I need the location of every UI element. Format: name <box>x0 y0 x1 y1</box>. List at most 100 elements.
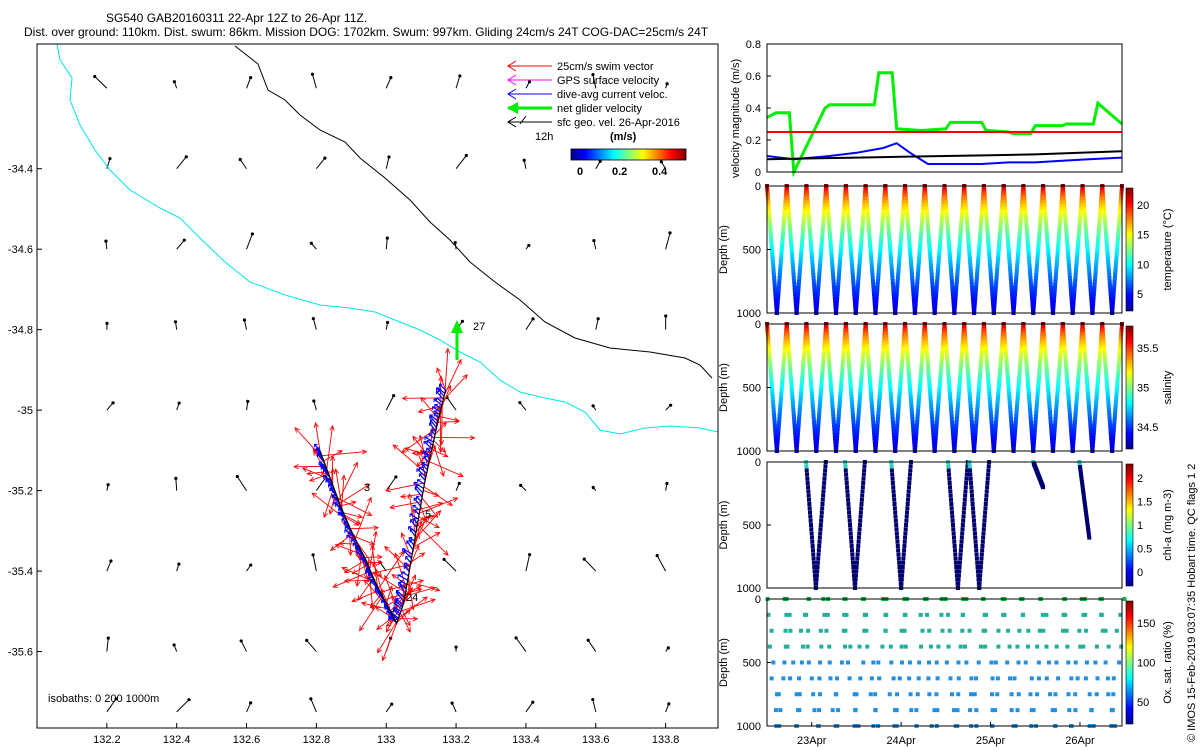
profile-point <box>1105 253 1110 258</box>
profile-point <box>1042 334 1047 339</box>
profile-point <box>856 539 861 544</box>
profile-point <box>1055 250 1060 255</box>
profile-point <box>852 291 857 296</box>
profile-point <box>906 225 911 230</box>
profile-point <box>954 288 959 293</box>
profile-point <box>1088 420 1093 425</box>
profile-point <box>971 436 976 441</box>
profile-point <box>939 366 944 371</box>
profile-point <box>954 417 959 422</box>
dac-vector-head <box>395 598 399 602</box>
profile-point <box>872 433 877 438</box>
profile-point <box>998 228 1003 233</box>
profile-point <box>955 276 960 281</box>
profile-point <box>811 692 816 697</box>
swim-vector <box>396 609 411 623</box>
profile-point <box>766 337 771 342</box>
profile-point <box>1085 388 1090 393</box>
dac-vector-head <box>365 568 370 572</box>
profile-point <box>786 344 791 349</box>
profile-point <box>1030 298 1035 303</box>
profile-point <box>877 676 882 681</box>
profile-point <box>844 612 849 617</box>
profile-point <box>1085 250 1090 255</box>
profile-point <box>1098 344 1103 349</box>
profile-point <box>942 187 947 192</box>
profile-point <box>880 215 885 220</box>
profile-point <box>918 382 923 387</box>
profile-point <box>774 307 779 312</box>
profile-point <box>949 506 954 511</box>
profile-point <box>889 407 894 412</box>
swim-vector <box>371 564 410 575</box>
profile-point <box>941 203 946 208</box>
profile-point <box>961 518 966 523</box>
profile-point <box>970 426 975 431</box>
profile-point <box>899 363 904 368</box>
profile-point <box>1064 366 1069 371</box>
profile-point <box>1114 257 1119 262</box>
profile-point <box>786 209 791 214</box>
dac-vector <box>346 534 357 542</box>
profile-point <box>1098 206 1103 211</box>
profile-point <box>1101 203 1106 208</box>
profile-point <box>792 282 797 287</box>
profile-point <box>948 395 953 400</box>
profile-point <box>1105 257 1110 262</box>
profile-point <box>835 288 840 293</box>
profile-point <box>955 414 960 419</box>
profile-point <box>846 353 851 358</box>
profile-point <box>828 375 833 380</box>
dac-vector <box>329 487 338 497</box>
profile-point <box>810 404 815 409</box>
profile-point <box>766 612 771 617</box>
profile-point <box>1056 375 1061 380</box>
profile-point <box>1045 379 1050 384</box>
profile-point <box>1039 199 1044 204</box>
profile-point <box>935 414 940 419</box>
geo-vector-head <box>239 639 243 643</box>
profile-point <box>944 353 949 358</box>
profile-point <box>840 366 845 371</box>
profile-point <box>812 426 817 431</box>
profile-point <box>904 344 909 349</box>
profile-point <box>1003 203 1008 208</box>
profile-point <box>986 385 991 390</box>
profile-point <box>1109 439 1114 444</box>
profile-point <box>890 417 895 422</box>
profile-point <box>1096 372 1101 377</box>
profile-point <box>1095 241 1100 246</box>
profile-point <box>848 527 853 532</box>
profile-point <box>915 414 920 419</box>
profile-point <box>909 407 914 412</box>
swim-vector-head <box>434 586 441 592</box>
swim-vector-head <box>377 647 383 654</box>
profile-point <box>957 379 962 384</box>
profile-point <box>1036 379 1041 384</box>
profile-point <box>882 199 887 204</box>
profile-point <box>911 288 916 293</box>
geo-vector-head <box>664 314 668 318</box>
profile-point <box>938 372 943 377</box>
profile-point <box>812 423 817 428</box>
profile-point <box>1104 234 1109 239</box>
profile-point <box>963 341 968 346</box>
profile-point <box>1097 353 1102 358</box>
profile-point <box>816 288 821 293</box>
profile-point <box>798 257 803 262</box>
profile-point <box>1068 417 1073 422</box>
profile-point <box>894 531 899 536</box>
profile-point <box>792 288 797 293</box>
profile-point <box>1027 257 1032 262</box>
swim-vector-head <box>411 450 418 456</box>
profile-point <box>1090 445 1095 450</box>
profile-point <box>952 544 957 548</box>
profile-point <box>1115 375 1120 380</box>
profile-point <box>1041 328 1046 333</box>
profile-point <box>984 360 989 365</box>
profile-point <box>811 269 816 274</box>
profile-point <box>1052 429 1057 434</box>
profile-point <box>771 269 776 274</box>
profile-point <box>830 401 835 406</box>
profile-point <box>1030 301 1035 306</box>
